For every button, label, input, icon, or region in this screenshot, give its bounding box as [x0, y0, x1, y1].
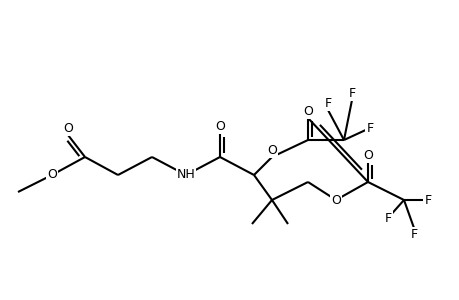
Text: F: F — [366, 122, 373, 134]
Text: F: F — [347, 87, 355, 100]
Text: O: O — [302, 105, 312, 118]
Text: O: O — [267, 144, 276, 157]
Text: F: F — [424, 194, 431, 206]
Text: O: O — [63, 122, 73, 135]
Text: F: F — [324, 97, 331, 110]
Text: F: F — [409, 228, 417, 241]
Text: O: O — [330, 194, 340, 206]
Text: O: O — [47, 169, 57, 182]
Text: F: F — [384, 212, 391, 224]
Text: O: O — [362, 149, 372, 162]
Text: O: O — [215, 120, 224, 133]
Text: NH: NH — [176, 169, 195, 182]
